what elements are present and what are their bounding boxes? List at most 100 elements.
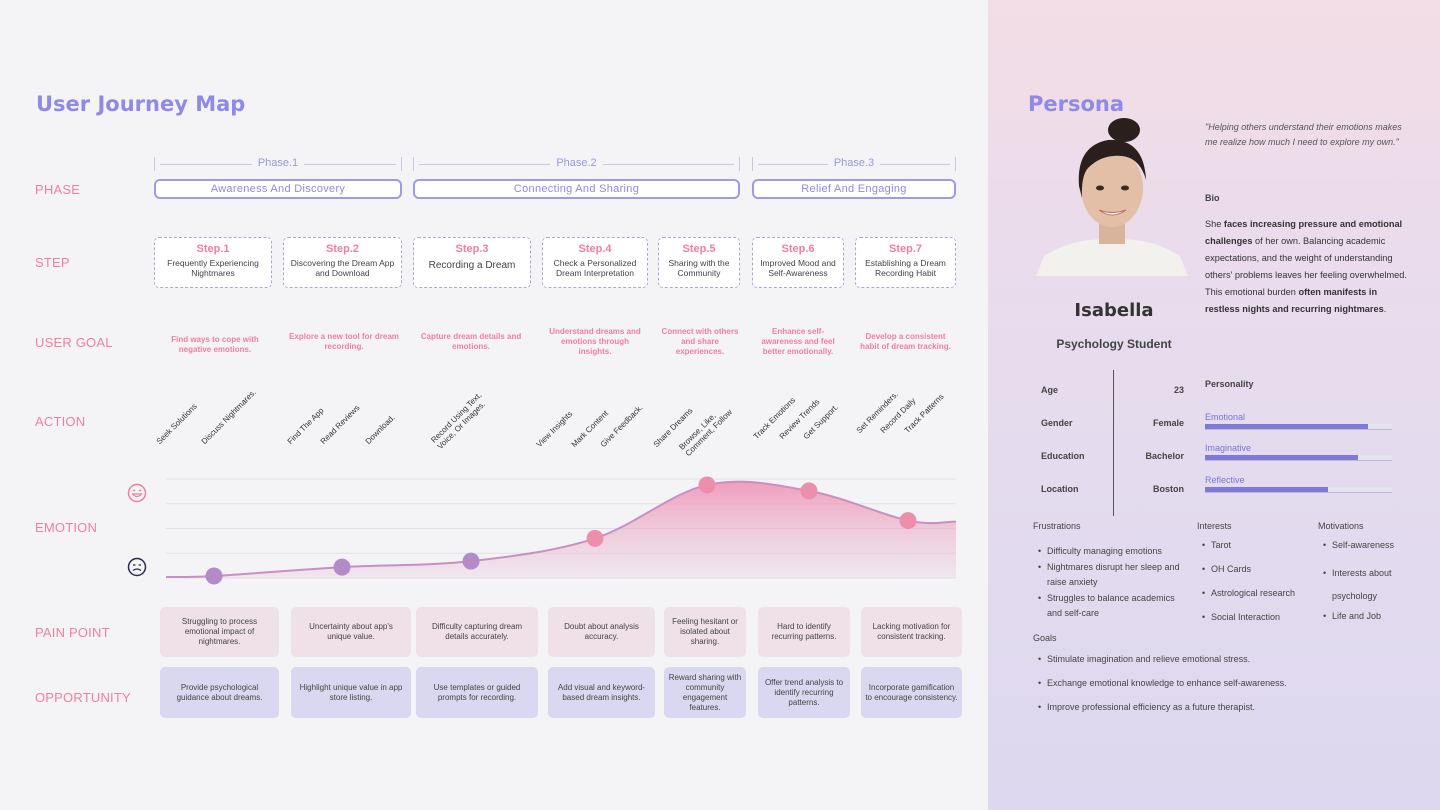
trait-bar-reflective bbox=[1205, 487, 1392, 493]
interest-item: Social Interaction bbox=[1202, 610, 1280, 625]
step-description: Recording a Dream bbox=[428, 260, 516, 271]
frustrations-title: Frustrations bbox=[1033, 521, 1081, 531]
interest-item: Tarot bbox=[1202, 538, 1231, 553]
row-label-step: STEP bbox=[35, 255, 70, 270]
phase-label: Phase.1 bbox=[251, 157, 305, 169]
fact-value-location: Boston bbox=[1153, 484, 1184, 494]
user-goal-6: Enhance self-awareness and feel better e… bbox=[761, 327, 835, 356]
trait-bar-emotional bbox=[1205, 424, 1392, 430]
step-description: Improved Mood and Self-Awareness bbox=[760, 258, 836, 278]
step-description: Check a Personalized Dream Interpretatio… bbox=[553, 258, 637, 278]
fact-key-age: Age bbox=[1041, 385, 1059, 395]
opportunity-2: Highlight unique value in app store list… bbox=[291, 667, 411, 718]
step-number: Step.4 bbox=[578, 243, 612, 255]
fact-key-location: Location bbox=[1041, 484, 1079, 494]
pain-point-3: Difficulty capturing dream details accur… bbox=[416, 607, 538, 657]
step-card-2: Step.2 Discovering the Dream App and Dow… bbox=[283, 237, 402, 288]
emotion-curve bbox=[165, 476, 957, 585]
trait-label-reflective: Reflective bbox=[1205, 475, 1245, 485]
step-card-6: Step.6 Improved Mood and Self-Awareness bbox=[752, 237, 844, 288]
phase-awareness: Awareness And Discovery bbox=[154, 179, 402, 199]
opportunity-3: Use templates or guided prompts for reco… bbox=[416, 667, 538, 718]
phase-relief: Relief And Engaging bbox=[752, 179, 956, 199]
row-label-pain: PAIN POINT bbox=[35, 625, 110, 640]
step-card-4: Step.4 Check a Personalized Dream Interp… bbox=[542, 237, 648, 288]
opportunity-7: Incorporate gamification to encourage co… bbox=[861, 667, 962, 718]
pain-point-4: Doubt about analysis accuracy. bbox=[548, 607, 655, 657]
step-card-7: Step.7 Establishing a Dream Recording Ha… bbox=[855, 237, 956, 288]
interests-title: Interests bbox=[1197, 521, 1232, 531]
row-label-emotion: EMOTION bbox=[35, 520, 98, 535]
emotion-point-step-3 bbox=[462, 552, 480, 570]
trait-label-imaginative: Imaginative bbox=[1205, 443, 1252, 453]
bio-heading: Bio bbox=[1205, 193, 1220, 203]
fact-key-gender: Gender bbox=[1041, 418, 1073, 428]
fact-value-age: 23 bbox=[1173, 385, 1184, 395]
motivation-item: Self-awareness bbox=[1323, 538, 1394, 553]
phase-label: Phase.3 bbox=[827, 157, 881, 169]
step-number: Step.6 bbox=[781, 243, 815, 255]
step-number: Step.5 bbox=[682, 243, 716, 255]
facts-divider bbox=[1113, 370, 1114, 516]
step-number: Step.2 bbox=[325, 243, 359, 255]
journey-title: User Journey Map bbox=[36, 92, 246, 116]
frustration-item: Struggles to balance academics and self-… bbox=[1038, 591, 1187, 621]
interest-item: OH Cards bbox=[1202, 562, 1251, 577]
step-number: Step.1 bbox=[196, 243, 230, 255]
sad-face-icon bbox=[127, 557, 147, 577]
bio-segment: . bbox=[1383, 304, 1387, 314]
persona-photo bbox=[1036, 118, 1188, 276]
fact-key-education: Education bbox=[1041, 451, 1085, 461]
emotion-point-step-1 bbox=[205, 567, 223, 585]
emotion-point-step-6 bbox=[800, 482, 818, 500]
bio-segment: She bbox=[1205, 219, 1224, 229]
persona-title: Persona bbox=[1028, 92, 1125, 116]
opportunity-6: Offer trend analysis to identify recurri… bbox=[758, 667, 850, 718]
row-label-phase: PHASE bbox=[35, 182, 81, 197]
fact-value-education: Bachelor bbox=[1145, 451, 1184, 461]
bio-segment: of her own. Balancing academic expectati… bbox=[1205, 236, 1407, 297]
row-label-action: ACTION bbox=[35, 414, 86, 429]
persona-name: Isabella bbox=[1074, 300, 1154, 321]
frustration-item: Nightmares disrupt her sleep and raise a… bbox=[1038, 560, 1187, 590]
pain-point-7: Lacking motivation for consistent tracki… bbox=[861, 607, 962, 657]
motivations-title: Motivations bbox=[1318, 521, 1364, 531]
happy-face-icon bbox=[127, 483, 147, 503]
fact-value-gender: Female bbox=[1152, 418, 1184, 428]
step-card-3: Step.3 Recording a Dream bbox=[413, 237, 531, 288]
frustration-item: Difficulty managing emotions bbox=[1038, 544, 1187, 559]
step-description: Frequently Experiencing Nightmares bbox=[167, 258, 259, 278]
motivation-item: Life and Job bbox=[1323, 609, 1381, 624]
goals-title: Goals bbox=[1033, 633, 1057, 643]
goal-item: Improve professional efficiency as a fut… bbox=[1038, 700, 1255, 715]
opportunity-1: Provide psychological guidance about dre… bbox=[160, 667, 279, 718]
persona-quote: "Helping others understand their emotion… bbox=[1205, 122, 1402, 147]
emotion-point-step-5 bbox=[698, 476, 716, 494]
goal-item: Stimulate imagination and relieve emotio… bbox=[1038, 652, 1250, 667]
persona-panel bbox=[988, 0, 1440, 810]
step-description: Establishing a Dream Recording Habit bbox=[865, 258, 946, 278]
user-goal-5: Connect with others and share experience… bbox=[661, 327, 739, 356]
trait-label-emotional: Emotional bbox=[1205, 412, 1246, 422]
opportunity-5: Reward sharing with community engagement… bbox=[664, 667, 746, 718]
step-description: Discovering the Dream App and Download bbox=[290, 258, 395, 278]
user-goal-2: Explore a new tool for dream recording. bbox=[289, 332, 399, 351]
step-card-5: Step.5 Sharing with the Community bbox=[658, 237, 740, 288]
row-label-goal: USER GOAL bbox=[35, 335, 113, 350]
phase-connecting: Connecting And Sharing bbox=[413, 179, 740, 199]
pain-point-2: Uncertainty about app's unique value. bbox=[291, 607, 411, 657]
row-label-opportunity: OPPORTUNITY bbox=[35, 690, 131, 705]
phase-range-2: Phase.2 bbox=[413, 157, 740, 171]
user-goal-3: Capture dream details and emotions. bbox=[420, 332, 522, 351]
phase-label: Phase.2 bbox=[550, 157, 603, 169]
pain-point-5: Feeling hesitant or isolated about shari… bbox=[664, 607, 746, 657]
step-card-1: Step.1 Frequently Experiencing Nightmare… bbox=[154, 237, 272, 288]
phase-range-1: Phase.1 bbox=[154, 157, 402, 171]
emotion-point-step-4 bbox=[586, 529, 604, 547]
goal-item: Exchange emotional knowledge to enhance … bbox=[1038, 676, 1287, 691]
persona-role: Psychology Student bbox=[1056, 337, 1172, 351]
emotion-point-step-7 bbox=[899, 512, 917, 530]
bio-segment-bold: often manifests in restless nights and r… bbox=[1205, 287, 1384, 314]
interest-item: Astrological research bbox=[1202, 586, 1295, 601]
bio-text: She faces increasing pressure and emotio… bbox=[1205, 216, 1410, 318]
